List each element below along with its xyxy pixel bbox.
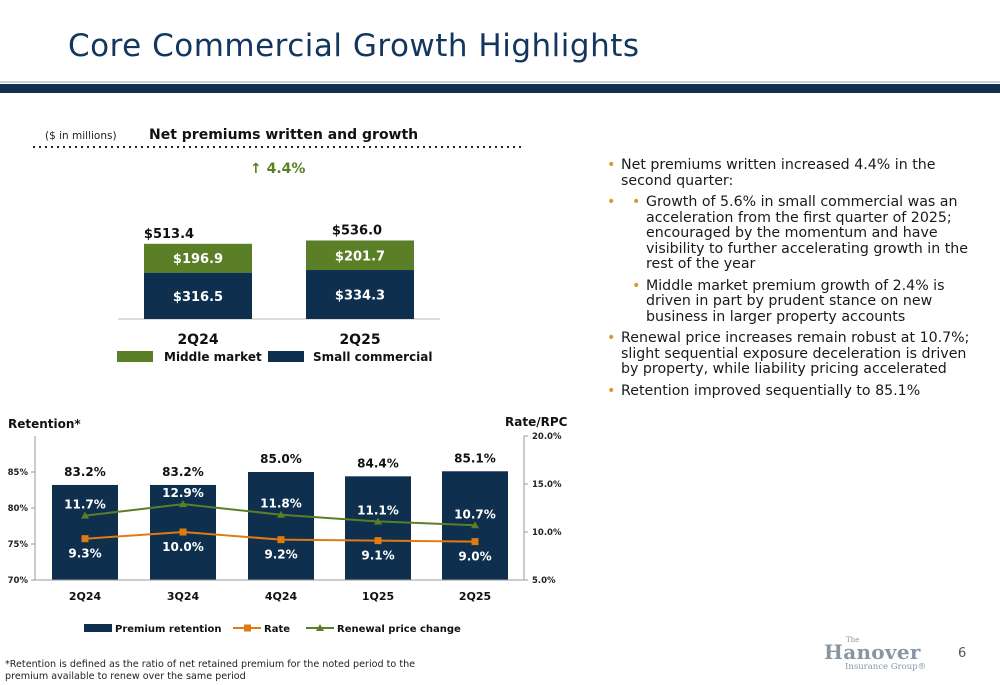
retention-label: 85.1% — [454, 451, 496, 465]
marker-renewal-price-change — [471, 521, 479, 529]
company-logo: The Hanover Insurance Group® — [820, 636, 935, 674]
data-label: $201.7 — [335, 249, 385, 264]
retention-label: 85.0% — [260, 452, 302, 466]
retention-label: 83.2% — [162, 465, 204, 479]
chart-title: Net premiums written and growth — [149, 127, 418, 143]
logo-name: Hanover — [824, 640, 921, 664]
bullet-sublist-container: Growth of 5.6% in small commercial was a… — [605, 194, 980, 326]
bullet-item: Net premiums written increased 4.4% in t… — [605, 157, 980, 189]
legend-label: Middle market — [164, 350, 262, 364]
bullet-item: Renewal price increases remain robust at… — [605, 330, 980, 378]
left-tick-label: 75% — [8, 540, 29, 550]
data-label: $316.5 — [173, 290, 223, 305]
growth-annotation: ↑ 4.4% — [250, 161, 305, 177]
right-axis-title: Rate/RPC — [505, 415, 568, 429]
rate-label: 9.3% — [68, 547, 101, 561]
bar-small-commercial — [306, 270, 414, 319]
chart-subtitle: ($ in millions) — [45, 130, 117, 142]
right-tick-label: 15.0% — [532, 480, 562, 490]
total-label: $513.4 — [144, 227, 194, 242]
category-label: 4Q24 — [265, 590, 298, 603]
legend-label: Rate — [264, 624, 290, 635]
legend-swatch-premium-retention — [84, 624, 112, 632]
marker-rate — [81, 535, 89, 543]
rpc-label: 11.7% — [64, 498, 106, 512]
retention-label: 83.2% — [64, 465, 106, 479]
logo-the: The — [846, 636, 860, 644]
left-tick-label: 85% — [8, 468, 29, 478]
marker-rate — [471, 538, 479, 546]
rate-label: 9.1% — [361, 549, 394, 563]
total-label: $536.0 — [332, 223, 382, 238]
category-label: 2Q25 — [339, 332, 380, 348]
left-tick-label: 70% — [8, 576, 29, 586]
bar-middle-market — [306, 240, 414, 271]
legend-label: Premium retention — [115, 624, 222, 635]
marker-rate — [277, 536, 285, 544]
legend-marker-renewal-price-change — [316, 624, 324, 631]
legend-label: Small commercial — [313, 350, 433, 364]
marker-rate — [374, 537, 382, 545]
bar-premium-retention — [52, 484, 118, 580]
legend-marker-rate — [244, 624, 251, 632]
data-label: $334.3 — [335, 289, 385, 304]
page-number: 6 — [958, 646, 967, 661]
category-label: 1Q25 — [362, 590, 394, 603]
bullet-item: Retention improved sequentially to 85.1% — [605, 383, 980, 400]
marker-renewal-price-change — [81, 511, 89, 519]
page-title: Core Commercial Growth Highlights — [68, 28, 640, 64]
rate-label: 9.0% — [458, 550, 491, 564]
bullet-subitem: Middle market premium growth of 2.4% is … — [630, 278, 980, 326]
bar-premium-retention — [248, 472, 314, 580]
marker-renewal-price-change — [179, 500, 187, 508]
retention-label: 84.4% — [357, 456, 399, 470]
right-tick-label: 20.0% — [532, 432, 562, 442]
rate-label: 9.2% — [264, 548, 297, 562]
rate-label: 10.0% — [162, 540, 204, 554]
legend-label: Renewal price change — [337, 624, 461, 635]
data-label: $196.9 — [173, 252, 223, 267]
left-tick-label: 80% — [8, 504, 29, 514]
legend-swatch-middle-market — [117, 351, 153, 362]
bar-small-commercial — [144, 272, 252, 319]
right-tick-label: 5.0% — [532, 576, 556, 586]
rpc-label: 12.9% — [162, 486, 204, 500]
rpc-label: 10.7% — [454, 507, 496, 521]
category-label: 2Q24 — [69, 590, 102, 603]
bar-premium-retention — [345, 476, 411, 580]
legend-swatch-small-commercial — [268, 351, 304, 362]
retention-chart: Retention* Rate/RPC 70% 75% 80% 85% 5.0% 10.0% 1… — [8, 415, 568, 635]
category-label: 2Q24 — [177, 332, 218, 348]
logo-sub: Insurance Group® — [845, 662, 927, 672]
bullet-list: Net premiums written increased 4.4% in t… — [605, 157, 980, 405]
rpc-label: 11.8% — [260, 497, 302, 511]
bar-middle-market — [144, 243, 252, 273]
marker-renewal-price-change — [277, 510, 285, 518]
right-tick-label: 10.0% — [532, 528, 562, 538]
category-label: 3Q24 — [167, 590, 200, 603]
title-rule — [0, 84, 1000, 93]
rpc-label: 11.1% — [357, 503, 399, 517]
left-axis-title: Retention* — [8, 417, 81, 431]
marker-renewal-price-change — [374, 517, 382, 525]
marker-rate — [179, 528, 187, 536]
footnote: *Retention is defined as the ratio of ne… — [5, 659, 416, 682]
category-label: 2Q25 — [459, 590, 491, 603]
title-rule-thin — [0, 81, 1000, 83]
net-premiums-chart: ($ in millions) Net premiums written and … — [33, 127, 525, 364]
bullet-subitem: Growth of 5.6% in small commercial was a… — [630, 194, 980, 273]
